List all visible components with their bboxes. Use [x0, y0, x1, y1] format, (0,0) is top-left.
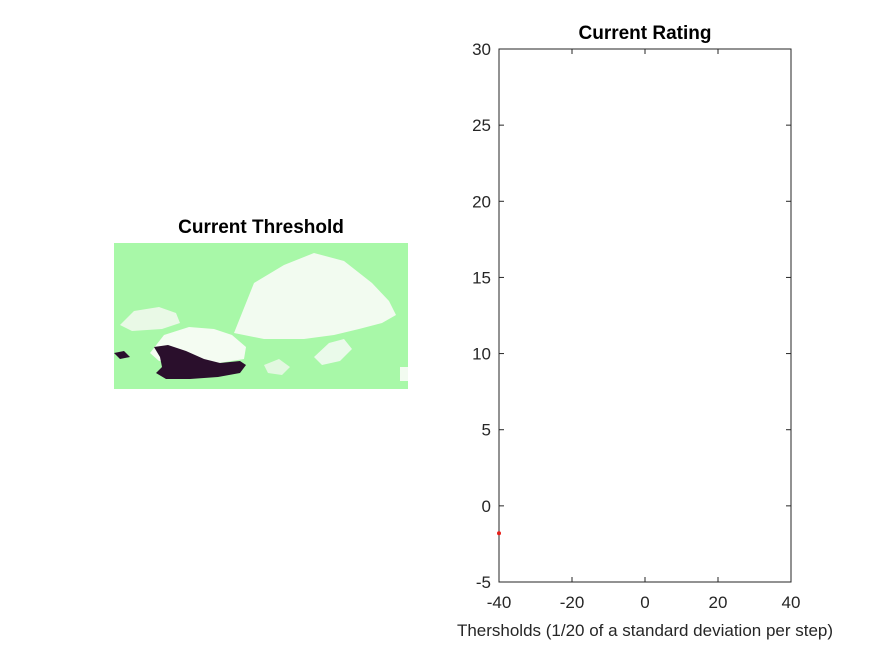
data-point	[497, 531, 501, 536]
y-tick-label: 20	[472, 192, 491, 211]
threshold-dark-spot	[114, 351, 130, 359]
threshold-highlight-large-rock	[234, 253, 396, 339]
x-tick-label: 40	[782, 593, 801, 612]
y-tick-label: 10	[472, 345, 491, 364]
threshold-image-title: Current Threshold	[178, 217, 344, 238]
y-tick-label: 5	[482, 421, 491, 440]
y-tick-label: 30	[472, 40, 491, 59]
x-tick-label: 20	[709, 593, 728, 612]
axes-frame	[498, 48, 792, 583]
y-axis-ticks: -5 0 5 10 15 20 25 30	[472, 40, 791, 592]
x-axis-ticks: -40 -20 0 20 40	[487, 49, 801, 612]
rating-chart-title: Current Rating	[578, 23, 712, 44]
y-tick-label: 25	[472, 116, 491, 135]
threshold-highlight-left-rock	[120, 307, 180, 331]
axes-box	[498, 48, 792, 583]
threshold-image	[114, 243, 408, 389]
x-tick-label: -40	[487, 593, 512, 612]
threshold-highlight-small-rock	[314, 339, 352, 365]
threshold-bright-edge	[400, 367, 408, 381]
y-tick-label: -5	[476, 573, 491, 592]
y-tick-label: 0	[482, 497, 491, 516]
x-axis-label: Thersholds (1/20 of a standard deviation…	[457, 621, 833, 640]
data-points	[497, 531, 501, 536]
threshold-highlight-bottom-right	[264, 359, 290, 375]
x-tick-label: -20	[560, 593, 585, 612]
y-tick-label: 15	[472, 268, 491, 287]
threshold-dark-region	[154, 345, 246, 379]
x-tick-label: 0	[640, 593, 649, 612]
